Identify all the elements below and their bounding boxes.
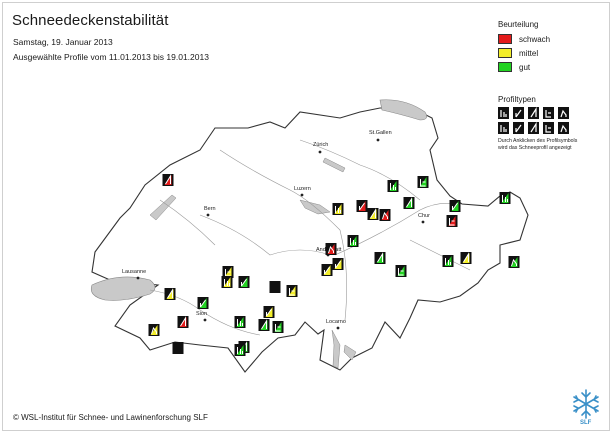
lake-geneva [91,276,156,301]
city-label-bern: Bern [204,206,216,212]
legend-label-gut: gut [519,62,531,72]
profiltypen-note-line2: wird das Schneeprofil angezeigt [498,145,572,151]
profile-marker-22[interactable] [221,276,233,288]
profiltyp-icon-8 [528,122,539,134]
city-label-sion: Sion [196,311,207,317]
lake-constance [379,99,427,121]
lake-zurich [322,157,346,173]
profile-marker-30[interactable] [148,324,160,336]
profile-marker-13[interactable] [499,192,511,204]
profile-marker-4[interactable] [356,200,368,212]
profile-marker-1[interactable] [162,174,174,186]
range-label: Ausgewählte Profile vom 11.01.2013 bis 1… [13,52,209,62]
profile-marker-14[interactable] [325,243,337,255]
map-frame [2,2,610,431]
city-label-zurich: Zürich [313,142,328,148]
profiltyp-icon-10 [558,122,569,134]
profile-marker-20[interactable] [508,256,520,268]
profiltyp-icon-3 [528,107,539,119]
legend-swatch-mittel [498,48,512,58]
page-title: Schneedeckenstabilität [12,12,169,29]
profiltypen-title: Profiltypen [498,95,536,104]
city-dot-luzern [300,193,304,197]
rating-legend: Beurteilung schwach mittel gut [498,20,550,74]
profiltyp-icon-6 [498,122,509,134]
profiltyp-icon-5 [558,107,569,119]
profile-marker-27[interactable] [269,281,281,293]
city-label-chur: Chur [418,213,430,219]
legend-row-gut: gut [498,60,550,74]
city-label-luzern: Luzern [294,186,311,192]
profile-marker-7[interactable] [379,209,391,221]
profile-markers [148,174,520,356]
slf-logo-text: SLF [580,420,592,426]
profile-marker-12[interactable] [449,200,461,212]
city-dot-stgallen [376,138,380,142]
profiltypen-note-line1: Durch Anklicken des Profilsymbols [498,138,578,144]
rivers [149,139,471,336]
date-label: Samstag, 19. Januar 2013 [13,37,113,47]
legend-swatch-gut [498,62,512,72]
profiltyp-icon-4 [543,107,554,119]
city-label-locarno: Locarno [326,319,346,325]
lake-maggiore [331,329,341,369]
profile-marker-32[interactable] [263,306,275,318]
profile-marker-25[interactable] [197,297,209,309]
legend-label-schwach: schwach [519,34,551,44]
profiltyp-icon-1 [498,107,509,119]
profile-marker-17[interactable] [321,264,333,276]
profile-marker-24[interactable] [164,288,176,300]
city-label-lausanne: Lausanne [122,269,146,275]
profile-marker-2[interactable] [387,180,399,192]
profile-marker-29[interactable] [234,316,246,328]
profile-marker-35[interactable] [172,342,184,354]
legend-row-mittel: mittel [498,46,550,60]
profile-marker-31[interactable] [258,319,270,331]
profile-marker-28[interactable] [286,285,298,297]
city-dot-chur [421,220,425,224]
profile-marker-36[interactable] [234,344,246,356]
profiltyp-icon-7 [513,122,524,134]
credit-text: © WSL-Institut für Schnee- und Lawinenfo… [13,413,208,422]
profile-marker-9[interactable] [347,235,359,247]
city-label-stgallen: St.Gallen [369,130,392,136]
profiltyp-icon-2 [513,107,524,119]
legend-swatch-schwach [498,34,512,44]
city-dot-sion [203,318,207,322]
profile-marker-10[interactable] [446,215,458,227]
profile-marker-15[interactable] [374,252,386,264]
profile-marker-33[interactable] [272,321,284,333]
profiltyp-icon-9 [543,122,554,134]
city-dots [136,138,425,330]
profile-marker-18[interactable] [442,255,454,267]
profiltypen-note: Durch Anklicken des Profilsymbols wird d… [498,138,606,152]
lake-neuchatel [149,194,177,221]
lake-lugano [343,344,357,361]
profile-marker-23[interactable] [238,276,250,288]
profile-marker-11[interactable] [403,197,415,209]
profiltypen-legend: Profiltypen Durch Anklicken des Profilsy… [498,95,606,152]
profiltypen-icons [498,107,606,134]
profile-marker-19[interactable] [460,252,472,264]
profile-marker-8[interactable] [332,258,344,270]
profile-marker-6[interactable] [332,203,344,215]
city-dot-bern [206,213,210,217]
legend-row-schwach: schwach [498,32,550,46]
city-dot-zurich [318,150,322,154]
profile-marker-3[interactable] [417,176,429,188]
legend-title: Beurteilung [498,20,539,29]
slf-snowflake-icon [573,389,599,419]
city-dot-lausanne [136,276,140,280]
profile-marker-16[interactable] [395,265,407,277]
city-dot-locarno [336,326,340,330]
profile-marker-5[interactable] [367,208,379,220]
profile-marker-26[interactable] [177,316,189,328]
legend-label-mittel: mittel [519,48,539,58]
